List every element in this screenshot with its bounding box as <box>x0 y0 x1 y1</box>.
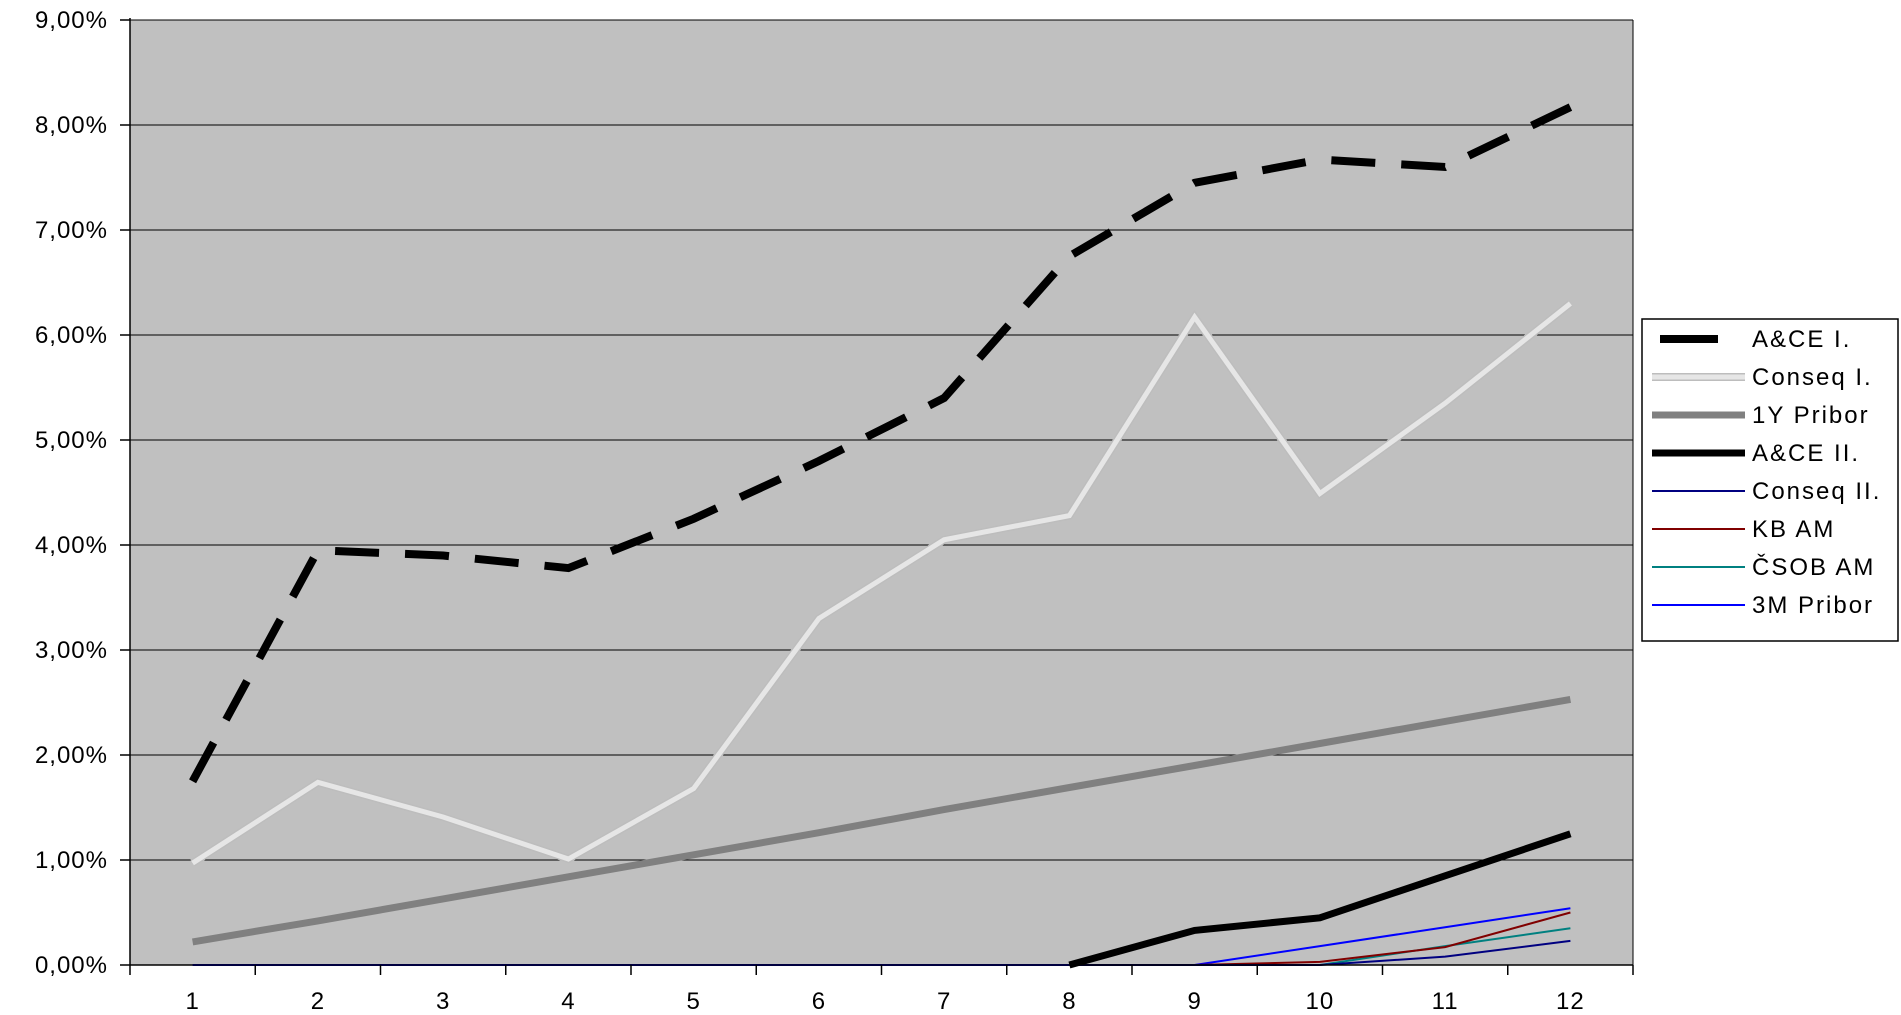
x-tick-label: 10 <box>1306 988 1335 1015</box>
x-tick-label: 9 <box>1187 988 1201 1015</box>
x-tick-label: 4 <box>561 988 575 1015</box>
legend-label: 3M Pribor <box>1752 592 1874 619</box>
y-tick-label: 2,00% <box>35 742 108 769</box>
axes: 0,00% 1,00% 2,00% 3,00% 4,00% 5,00% 6,00% 7,00%… <box>35 7 1634 1015</box>
x-tick-label: 11 <box>1432 988 1459 1015</box>
x-tick-label: 3 <box>436 988 450 1015</box>
legend-label: ČSOB AM <box>1752 553 1875 581</box>
plot-area <box>130 20 1633 965</box>
y-tick-label: 4,00% <box>35 532 108 559</box>
y-tick-label: 9,00% <box>35 7 108 34</box>
legend-label: Conseq I. <box>1752 364 1873 391</box>
series-path <box>192 695 1572 946</box>
x-tick-label: 5 <box>686 988 700 1015</box>
y-tick-label: 0,00% <box>35 952 108 979</box>
series-line <box>189 103 1573 784</box>
x-tick-label: 8 <box>1062 988 1076 1015</box>
x-tick-label: 7 <box>937 988 951 1015</box>
legend-label: KB AM <box>1752 516 1835 543</box>
legend: A&CE I. Conseq I. 1Y Pribor A&CE II. Conseq … <box>1641 318 1899 642</box>
legend-label: Conseq II. <box>1752 478 1881 505</box>
legend-box <box>1641 318 1899 642</box>
series-path <box>1068 830 1572 969</box>
legend-item: KB AM <box>1652 516 1835 543</box>
legend-item: A&CE II. <box>1652 440 1860 467</box>
legend-label: A&CE II. <box>1752 440 1860 467</box>
legend-item: 1Y Pribor <box>1652 402 1870 429</box>
x-tick-label: 2 <box>311 988 325 1015</box>
y-tick-label: 3,00% <box>35 637 108 664</box>
series-line <box>1068 830 1572 969</box>
legend-item: Conseq II. <box>1652 478 1881 505</box>
y-tick-label: 8,00% <box>35 112 108 139</box>
legend-item: Conseq I. <box>1652 364 1873 391</box>
y-tick-label: 6,00% <box>35 322 108 349</box>
legend-item: A&CE I. <box>1660 326 1851 353</box>
y-tick-label: 7,00% <box>35 217 108 244</box>
y-tick-label: 1,00% <box>35 847 108 874</box>
legend-item: ČSOB AM <box>1652 553 1875 581</box>
y-tick-label: 5,00% <box>35 427 108 454</box>
x-tick-label: 12 <box>1556 988 1585 1015</box>
series-path <box>189 103 1573 784</box>
x-tick-label: 6 <box>812 988 826 1015</box>
x-tick-label: 1 <box>185 988 199 1015</box>
legend-item: 3M Pribor <box>1652 592 1874 619</box>
series-line <box>190 300 1573 867</box>
series-path <box>191 301 1572 866</box>
legend-label: A&CE I. <box>1752 326 1851 353</box>
series-line <box>192 695 1572 946</box>
legend-label: 1Y Pribor <box>1752 402 1870 429</box>
